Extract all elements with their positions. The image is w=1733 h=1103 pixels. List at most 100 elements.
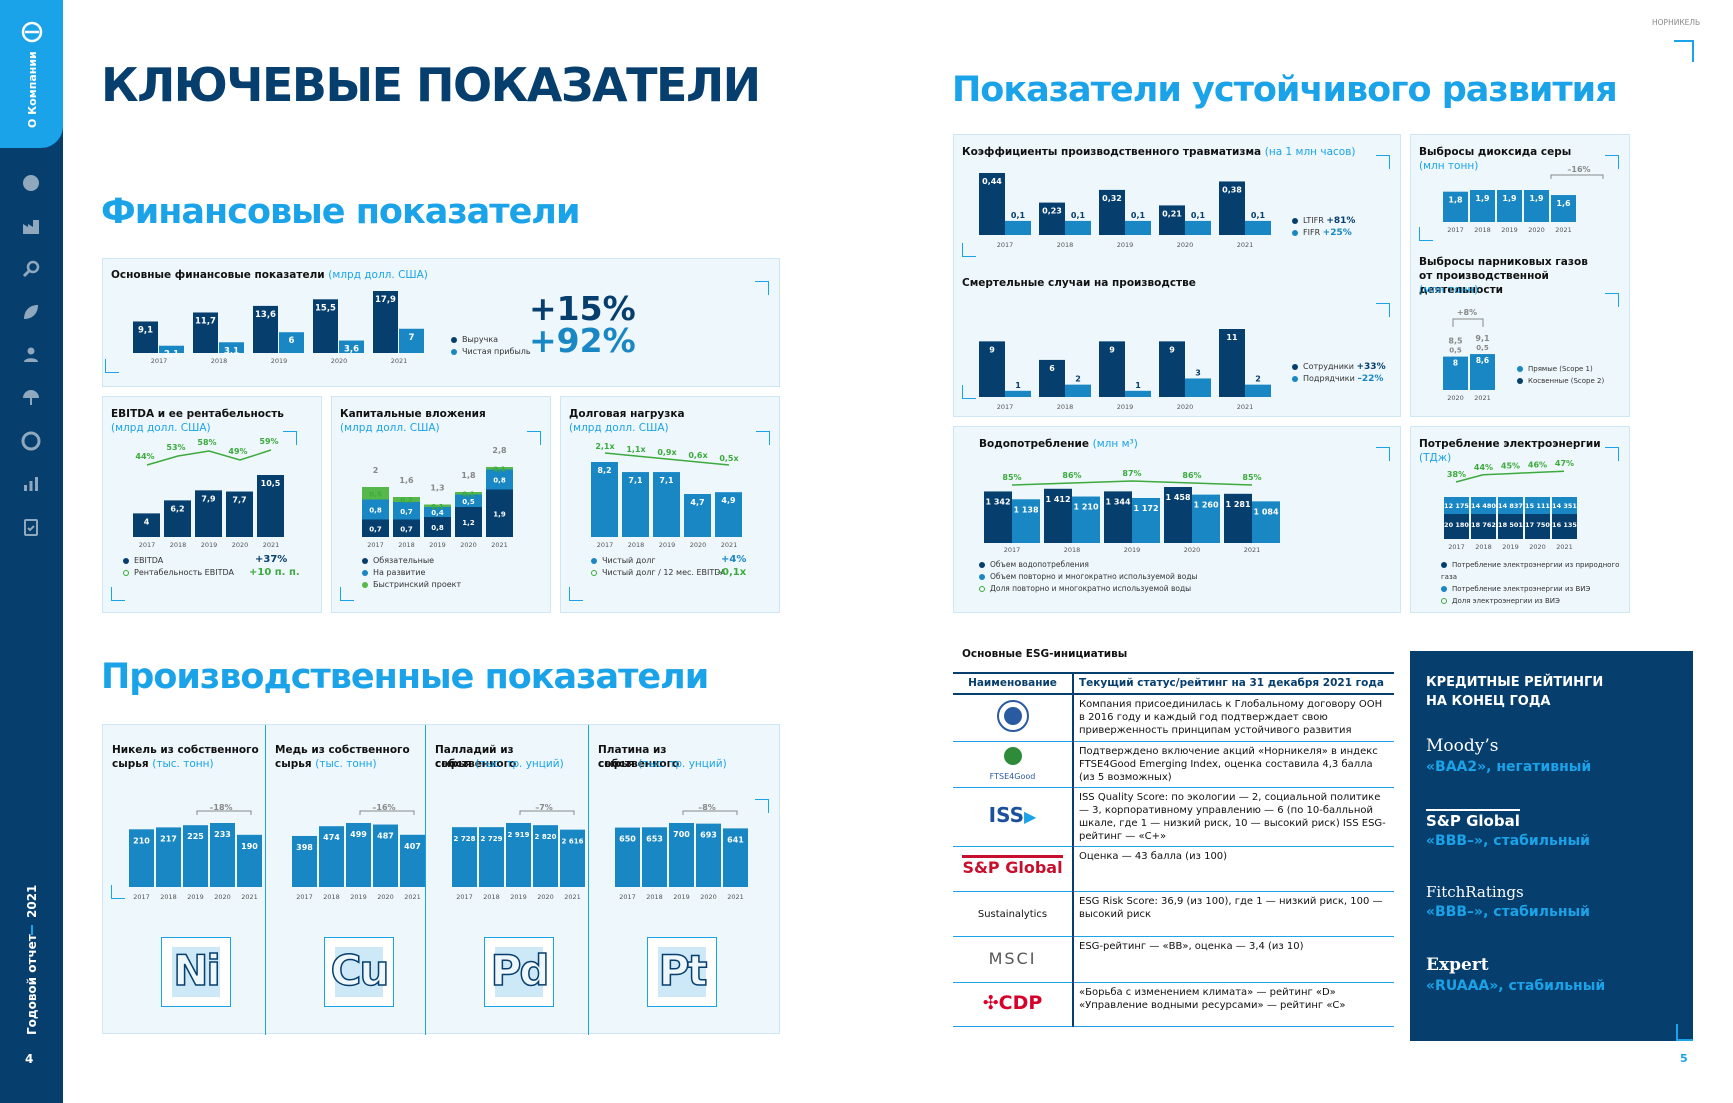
data-label: 1,3: [430, 484, 444, 493]
element-symbol-pd: Pd: [484, 937, 554, 1007]
sidebar-section-label: О Компании: [26, 51, 39, 128]
esg-row-name: ISS▶: [953, 787, 1074, 847]
bar: [1224, 493, 1252, 543]
data-label: 53%: [166, 443, 185, 452]
tick-label: 2017: [151, 357, 168, 365]
data-label: 0,9x: [657, 448, 677, 457]
tick-label: 2020: [1529, 543, 1546, 551]
globe-icon[interactable]: [21, 173, 41, 193]
data-label: 7,9: [201, 494, 216, 503]
tick-label: 2021: [391, 357, 408, 365]
esg-row-status: Компания присоединилась к Глобальному до…: [1073, 694, 1394, 742]
data-label: 18 501: [1498, 521, 1523, 529]
bar: [669, 823, 694, 887]
bar: [560, 829, 585, 887]
bar: [1524, 190, 1549, 222]
bar: [653, 472, 680, 537]
data-label: 1 412: [1045, 495, 1070, 504]
data-label: 85%: [1002, 473, 1021, 482]
data-label: 1 210: [1073, 503, 1098, 512]
factory-icon[interactable]: [21, 216, 41, 236]
data-label: 1,9: [1475, 194, 1490, 203]
tick-label: 2018: [1475, 543, 1492, 551]
tick-label: 2019: [510, 893, 527, 901]
bar: [129, 829, 154, 887]
data-label: 217: [160, 834, 177, 843]
data-label: +8%: [1457, 308, 1477, 317]
tick-label: 2021: [564, 893, 581, 901]
data-label: 11,7: [195, 316, 216, 326]
people-icon[interactable]: [21, 345, 41, 365]
bar: [1125, 390, 1151, 397]
bracket: [519, 810, 575, 815]
bar: [1159, 205, 1185, 235]
corner-mark: [1674, 40, 1694, 62]
data-label: 8,5: [1448, 337, 1463, 346]
esg-col-status: Текущий статус/рейтинг на 31 декабря 202…: [1073, 672, 1394, 695]
tick-label: 2017: [133, 893, 150, 901]
bar-segment: [393, 519, 420, 537]
data-label: 2 919: [508, 831, 530, 839]
tick-label: 2021: [491, 541, 508, 549]
data-label: 44%: [135, 452, 154, 461]
data-label: 0,7: [369, 525, 382, 533]
data-label: 0,8: [369, 507, 382, 515]
bar: [1044, 488, 1072, 543]
bar: [195, 490, 222, 537]
data-label: 9,1: [138, 325, 153, 335]
data-label: 1,8: [461, 471, 476, 480]
legend-item-net-profit: Чистая прибыль: [451, 346, 531, 358]
tick-label: 2020: [1184, 546, 1201, 554]
tick-label: 2020: [1447, 394, 1464, 402]
margin-line: [146, 449, 272, 466]
data-label: 9: [1109, 345, 1115, 354]
bar: [279, 332, 304, 353]
bar: [1219, 181, 1245, 235]
chart-pd: 2 728 2017 2 729 2018 2 919 2019 2 820 2020 2 61…: [452, 803, 585, 901]
data-label: 0,7: [400, 525, 413, 533]
search-icon[interactable]: [21, 259, 41, 279]
bar-chart-icon[interactable]: [21, 474, 41, 494]
bar: [219, 342, 244, 353]
data-label: 85%: [1242, 473, 1261, 482]
bar: [1005, 390, 1031, 397]
data-label: 1,9: [493, 510, 506, 518]
data-label: 17,9: [375, 295, 396, 305]
umbrella-icon[interactable]: [21, 388, 41, 408]
data-label: 0,1: [431, 503, 444, 511]
leaf-icon[interactable]: [21, 302, 41, 322]
bar: [1185, 378, 1211, 397]
share-line: [1455, 470, 1565, 483]
data-label: 1 344: [1105, 497, 1130, 506]
bar: [1099, 341, 1125, 397]
data-label: 0,1: [1251, 211, 1266, 220]
bar: [1470, 190, 1495, 222]
ratings-title-1: КРЕДИТНЫЕ РЕЙТИНГИ: [1426, 675, 1604, 690]
tick-label: 2018: [323, 893, 340, 901]
tick-label: 2021: [721, 541, 738, 549]
tick-label: 2019: [1117, 403, 1134, 411]
bar: [1443, 356, 1468, 390]
bar-segment: [1444, 497, 1469, 514]
clipboard-check-icon[interactable]: [21, 517, 41, 537]
element-symbol-pt: Pt: [647, 937, 717, 1007]
sidebar-section-tab[interactable]: О Компании: [0, 0, 63, 148]
bar-segment: [362, 487, 389, 500]
data-label: 4,7: [690, 498, 704, 507]
panel-production: Никель из собственного сырья (тыс. тонн)…: [102, 724, 780, 1035]
bar: [292, 835, 317, 887]
data-label: 10,5: [261, 479, 281, 488]
chart-pie-icon[interactable]: [21, 431, 41, 451]
bar-segment: [455, 507, 482, 537]
data-label: 1,2: [462, 519, 475, 527]
esg-row-name: FTSE4Good: [953, 741, 1074, 788]
data-label: 58%: [197, 438, 216, 447]
bar: [979, 341, 1005, 397]
data-label: 7,1: [628, 476, 643, 485]
data-label: –16%: [1567, 165, 1590, 174]
data-label: 0,8: [493, 477, 506, 485]
data-label: 233: [214, 830, 231, 839]
tick-label: 2017: [296, 893, 313, 901]
legend: EBITDA Рентабельность EBITDA: [123, 555, 234, 579]
tick-label: 2018: [398, 541, 415, 549]
